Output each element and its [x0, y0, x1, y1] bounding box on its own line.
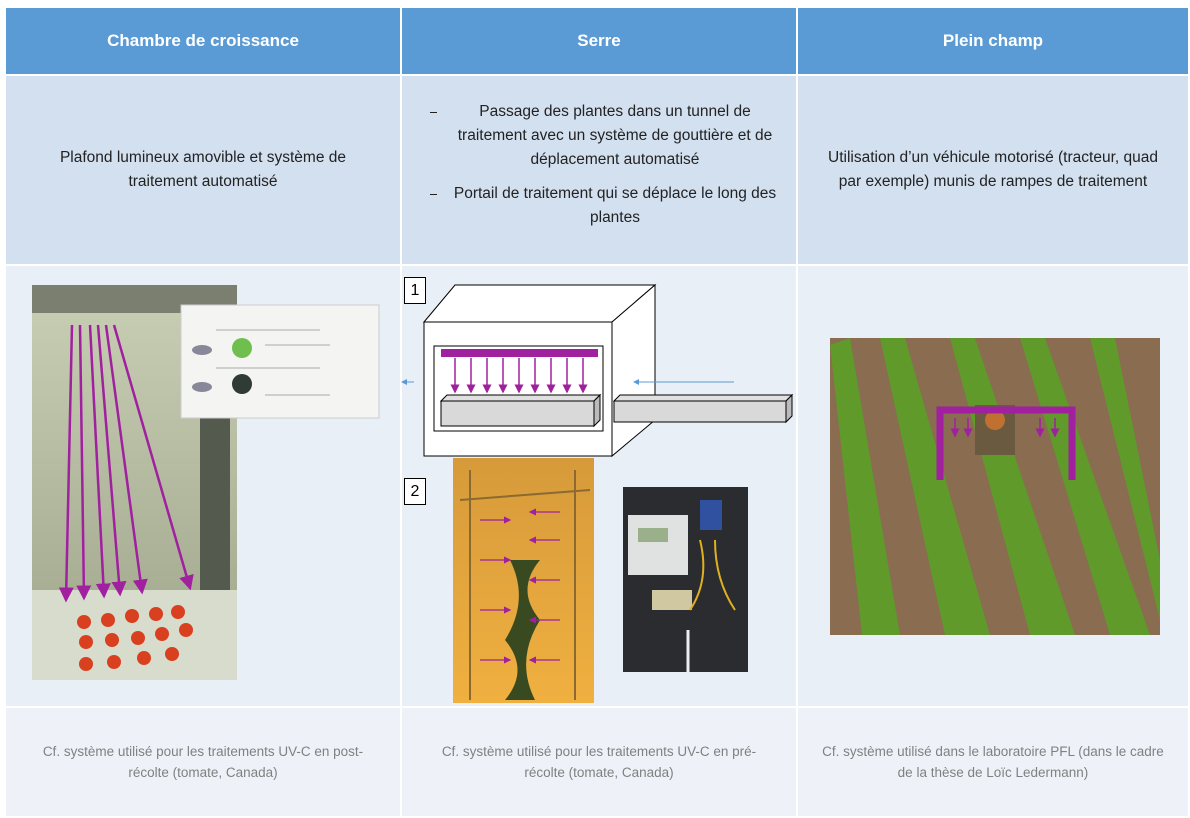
header-cell: Plein champ [798, 8, 1190, 76]
diagram-label: 2 [404, 478, 426, 505]
caption-cell: Cf. système utilisé dans le laboratoire … [798, 708, 1190, 818]
description: Utilisation d’un véhicule motorisé (trac… [828, 149, 1158, 190]
control-box-photo [623, 487, 748, 672]
description-cell: Plafond lumineux amovible et système de … [6, 76, 402, 266]
header-text: Serre [577, 31, 621, 50]
header-text: Chambre de croissance [107, 31, 299, 50]
field-photo [830, 338, 1160, 635]
diagram-label: 1 [404, 277, 426, 304]
caption: Cf. système utilisé pour les traitements… [441, 744, 757, 780]
bullet: Passage des plantes dans un tunnel de tr… [420, 100, 778, 172]
header-cell: Serre [402, 8, 798, 76]
description-cell: Passage des plantes dans un tunnel de tr… [402, 76, 798, 266]
caption: Cf. système utilisé pour les traitements… [42, 744, 364, 780]
header-cell: Chambre de croissance [6, 8, 402, 76]
description-cell: Utilisation d’un véhicule motorisé (trac… [798, 76, 1190, 266]
header-text: Plein champ [942, 31, 1044, 50]
tunnel-diagram [422, 283, 794, 458]
caption-cell: Cf. système utilisé pour les traitements… [402, 708, 798, 818]
greenhouse-photo [453, 458, 594, 703]
bullet: Portail de traitement qui se déplace le … [420, 182, 778, 230]
control-screenshot [180, 304, 380, 419]
caption-cell: Cf. système utilisé pour les traitements… [6, 708, 402, 818]
bullet-list: Passage des plantes dans un tunnel de tr… [420, 100, 778, 240]
description: Plafond lumineux amovible et système de … [59, 149, 347, 190]
caption: Cf. système utilisé dans le laboratoire … [822, 744, 1164, 780]
